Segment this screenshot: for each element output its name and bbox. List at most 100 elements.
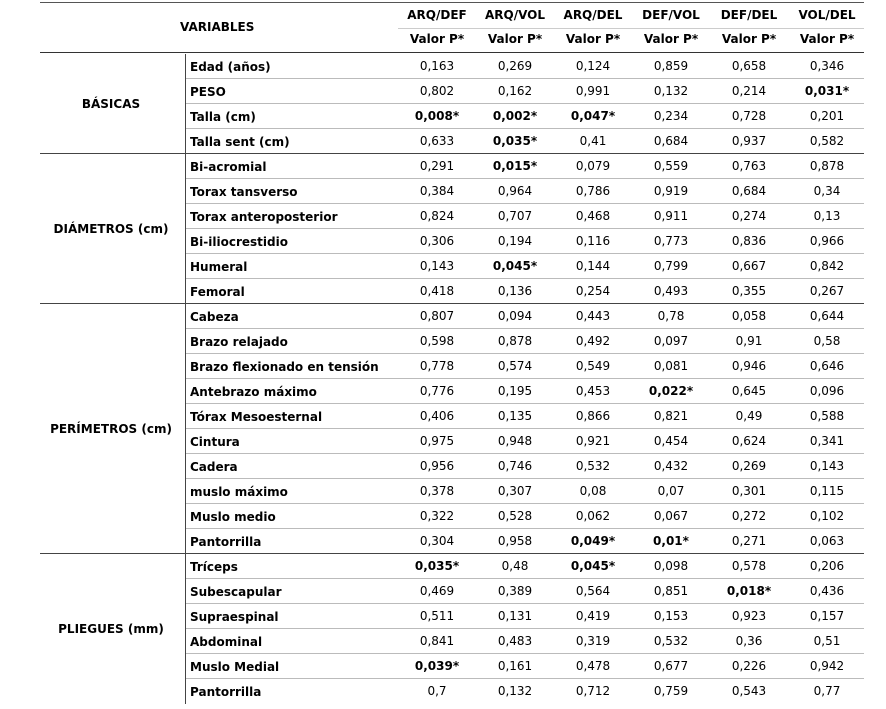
column-header: ARQ/VOL: [484, 8, 546, 22]
row-label: PESO: [190, 85, 226, 99]
p-value: 0,684: [731, 184, 767, 198]
p-value: 0,582: [809, 134, 845, 148]
p-value: 0,707: [497, 209, 533, 223]
rule: [40, 303, 864, 304]
p-value: 0,991: [575, 84, 611, 98]
p-value: 0,384: [419, 184, 455, 198]
p-value: 0,195: [497, 384, 533, 398]
p-value: 0,511: [419, 609, 455, 623]
rule: [40, 153, 864, 154]
p-value: 0,132: [497, 684, 533, 698]
p-value: 0,799: [653, 259, 689, 273]
p-value: 0,406: [419, 409, 455, 423]
rule: [186, 278, 864, 279]
p-value: 0,588: [809, 409, 845, 423]
p-value: 0,162: [497, 84, 533, 98]
p-value: 0,301: [731, 484, 767, 498]
row-label: Talla sent (cm): [190, 135, 290, 149]
p-value: 0,91: [735, 334, 763, 348]
p-value: 0,306: [419, 234, 455, 248]
p-value: 0,322: [419, 509, 455, 523]
p-value: 0,271: [731, 534, 767, 548]
row-label: Talla (cm): [190, 110, 256, 124]
p-value: 0,836: [731, 234, 767, 248]
row-label: Edad (años): [190, 60, 271, 74]
p-value: 0,045*: [492, 259, 538, 273]
p-value: 0,022*: [648, 384, 694, 398]
p-value: 0,098: [653, 559, 689, 573]
p-value: 0,419: [575, 609, 611, 623]
p-value: 0,062: [575, 509, 611, 523]
p-value: 0,097: [653, 334, 689, 348]
p-value: 0,549: [575, 359, 611, 373]
p-value: 0,712: [575, 684, 611, 698]
p-value: 0,319: [575, 634, 611, 648]
p-value: 0,658: [731, 59, 767, 73]
row-label: Subescapular: [190, 585, 282, 599]
rule: [186, 378, 864, 379]
rule: [186, 578, 864, 579]
p-value: 0,018*: [726, 584, 772, 598]
column-header: VOL/DEL: [798, 8, 856, 22]
group-label: DIÁMETROS (cm): [53, 221, 169, 236]
p-value: 0,842: [809, 259, 845, 273]
p-value: 0,035*: [492, 134, 538, 148]
group-label: PLIEGUES (mm): [58, 621, 164, 636]
p-value: 0,878: [497, 334, 533, 348]
rule: [186, 403, 864, 404]
column-subheader: Valor P*: [487, 32, 543, 46]
p-value: 0,824: [419, 209, 455, 223]
p-value: 0,667: [731, 259, 767, 273]
p-value: 0,493: [653, 284, 689, 298]
p-value: 0,234: [653, 109, 689, 123]
p-value: 0,633: [419, 134, 455, 148]
p-value: 0,746: [497, 459, 533, 473]
row-label: Torax anteroposterior: [190, 210, 338, 224]
p-value: 0,492: [575, 334, 611, 348]
p-value: 0,468: [575, 209, 611, 223]
p-value: 0,206: [809, 559, 845, 573]
p-value: 0,776: [419, 384, 455, 398]
rule: [186, 228, 864, 229]
p-value: 0,773: [653, 234, 689, 248]
p-value: 0,624: [731, 434, 767, 448]
p-value: 0,574: [497, 359, 533, 373]
p-value: 0,36: [735, 634, 763, 648]
column-subheader: Valor P*: [721, 32, 777, 46]
p-value: 0,067: [653, 509, 689, 523]
row-label: Cabeza: [190, 310, 239, 324]
p-value: 0,161: [497, 659, 533, 673]
p-value: 0,866: [575, 409, 611, 423]
rule: [186, 178, 864, 179]
group-divider: [185, 304, 186, 554]
rule: [40, 52, 864, 53]
p-value: 0,78: [657, 309, 685, 323]
p-value: 0,578: [731, 559, 767, 573]
p-value: 0,644: [809, 309, 845, 323]
p-value: 0,598: [419, 334, 455, 348]
p-value: 0,483: [497, 634, 533, 648]
row-label: Femoral: [190, 285, 245, 299]
column-header: ARQ/DEF: [407, 8, 467, 22]
column-subheader: Valor P*: [409, 32, 465, 46]
rule: [186, 353, 864, 354]
p-value: 0,341: [809, 434, 845, 448]
p-value: 0,163: [419, 59, 455, 73]
p-value: 0,049*: [570, 534, 616, 548]
rule: [186, 653, 864, 654]
rule: [186, 528, 864, 529]
p-value: 0,047*: [570, 109, 616, 123]
p-value: 0,081: [653, 359, 689, 373]
p-value: 0,144: [575, 259, 611, 273]
rule: [398, 28, 864, 29]
p-value: 0,759: [653, 684, 689, 698]
p-value: 0,532: [653, 634, 689, 648]
p-value: 0,684: [653, 134, 689, 148]
p-value: 0,13: [813, 209, 841, 223]
rule: [186, 503, 864, 504]
group-label: PERÍMETROS (cm): [50, 421, 172, 436]
group-divider: [185, 54, 186, 154]
p-value: 0,002*: [492, 109, 538, 123]
p-value: 0,7: [427, 684, 447, 698]
p-value: 0,958: [497, 534, 533, 548]
